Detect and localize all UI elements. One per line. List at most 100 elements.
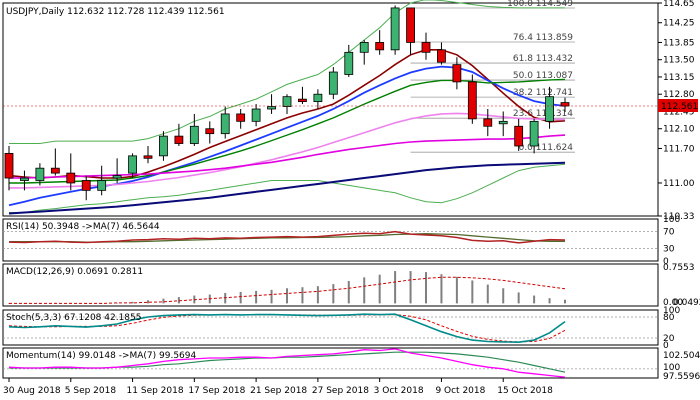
macd-histogram-bar <box>502 288 505 304</box>
bearish-candle <box>406 7 415 43</box>
macd-histogram-bar <box>440 274 443 304</box>
macd-label: MACD(12,26,9) 0.0691 0.2811 <box>6 267 143 277</box>
macd-histogram-bar <box>455 276 458 304</box>
last-price-marker: 112.561 <box>658 98 698 112</box>
macd-histogram-bar <box>301 287 304 304</box>
rsi-axis-label: 70 <box>663 228 675 238</box>
date-axis-label: 9 Oct 2018 <box>435 386 485 396</box>
bearish-candle <box>437 49 446 63</box>
bearish-candle <box>205 128 215 135</box>
bearish-candle <box>174 135 184 144</box>
macd-histogram-bar <box>147 300 149 304</box>
macd-histogram-bar <box>316 286 319 304</box>
momentum-line <box>8 348 566 378</box>
macd-histogram-bar <box>131 301 134 304</box>
momentum-axis-label: 102.504 <box>663 351 700 361</box>
price-axis-label: 114.65 <box>663 0 695 9</box>
momentum-axis-label: 100 <box>663 363 680 373</box>
fib-level-label: 61.8 113.432 <box>513 54 573 64</box>
date-axis-label: 3 Oct 2018 <box>374 386 424 396</box>
bearish-candle <box>514 125 524 147</box>
macd-histogram-bar <box>286 288 288 304</box>
bearish-candle <box>66 172 76 184</box>
bearish-candle <box>467 81 477 120</box>
bullish-candle <box>189 125 199 144</box>
price-axis-label: 113.15 <box>663 73 695 83</box>
bearish-candle <box>4 152 14 179</box>
macd-histogram-bar <box>239 291 242 304</box>
macd-histogram-bar <box>564 299 566 304</box>
macd-histogram-bar <box>177 297 180 304</box>
stoch-axis-label: 100 <box>663 306 680 316</box>
bullish-candle <box>220 113 230 135</box>
bollinger-upper-line <box>9 0 565 144</box>
macd-histogram-bar <box>533 295 536 304</box>
bullish-candle <box>35 167 45 181</box>
rsi-label: RSI(14) 50.3948 ->MA(7) 46.5644 <box>6 222 160 232</box>
price-axis-label: 114.25 <box>663 19 695 29</box>
macd-histogram-bar <box>116 302 119 304</box>
date-axis-label: 27 Sep 2018 <box>312 386 369 396</box>
fib-level-label: 38.2 112.741 <box>513 88 573 98</box>
bullish-candle <box>328 71 338 95</box>
rsi-axis-label: 30 <box>663 244 675 254</box>
bullish-candle <box>251 108 261 122</box>
date-axis-label: 21 Sep 2018 <box>250 386 307 396</box>
bullish-candle <box>390 7 400 51</box>
macd-axis-label: 0.7553 <box>663 263 695 273</box>
bearish-candle <box>560 102 570 107</box>
date-axis-label: 17 Sep 2018 <box>188 386 245 396</box>
bullish-candle <box>20 177 29 181</box>
bullish-candle <box>359 42 369 53</box>
macd-histogram-bar <box>486 284 489 304</box>
macd-histogram-bar <box>347 280 350 304</box>
bullish-candle <box>267 106 276 110</box>
bearish-candle <box>50 167 60 174</box>
stoch-axis-label: 20 <box>663 334 675 344</box>
price-axis-label: 113.50 <box>663 56 695 66</box>
bullish-candle <box>498 120 508 125</box>
macd-histogram-bar <box>255 290 258 304</box>
fib-level-label: 0.0 111.624 <box>519 143 574 153</box>
mom-panel-frame <box>2 347 659 379</box>
ma-navy-line <box>8 161 566 215</box>
macd-signal-line <box>9 276 566 304</box>
fib-level-label: 100.0 114.549 <box>507 0 573 9</box>
momentum-axis-label: 97.5596 <box>663 372 700 382</box>
rsi-axis-label: 0 <box>663 257 669 267</box>
bearish-candle <box>375 42 385 51</box>
macd-histogram-bar <box>409 271 412 304</box>
fib-level-label: 50.0 113.087 <box>513 71 573 81</box>
macd-histogram-bar <box>162 298 165 304</box>
bullish-candle <box>97 180 107 191</box>
bullish-candle <box>159 135 168 157</box>
bearish-candle <box>143 155 153 159</box>
bearish-candle <box>483 118 493 127</box>
bullish-candle <box>112 175 122 179</box>
price-axis-label: 113.85 <box>663 38 695 48</box>
price-axis-label: 112.10 <box>663 125 695 135</box>
bearish-candle <box>81 180 91 191</box>
rsi-axis-label: 100 <box>663 215 680 225</box>
stoch-axis-label: 0 <box>663 341 669 351</box>
macd-histogram-bar <box>394 271 397 304</box>
last-price-label: 112.561 <box>661 102 698 112</box>
bearish-candle <box>452 64 462 83</box>
bullish-candle <box>313 93 323 103</box>
macd-histogram-bar <box>517 292 520 304</box>
bullish-candle <box>545 96 554 122</box>
bullish-candle <box>282 96 292 107</box>
last-price-box <box>658 98 698 112</box>
rsi-line <box>8 230 566 244</box>
stoch-axis-label: 80 <box>663 313 675 323</box>
price-axis-label: 112.80 <box>663 90 695 100</box>
macd-histogram-bar <box>548 298 551 304</box>
date-axis-label: 15 Oct 2018 <box>497 386 553 396</box>
stoch-label: Stoch(5,3,3) 67.1208 42.1855 <box>6 313 141 323</box>
bullish-candle <box>128 155 137 174</box>
fib-level-label: 76.4 113.859 <box>513 33 573 43</box>
bearish-candle <box>298 98 307 103</box>
fib-level-label: 23.6 112.314 <box>513 109 573 119</box>
price-axis-label: 111.00 <box>663 179 695 189</box>
